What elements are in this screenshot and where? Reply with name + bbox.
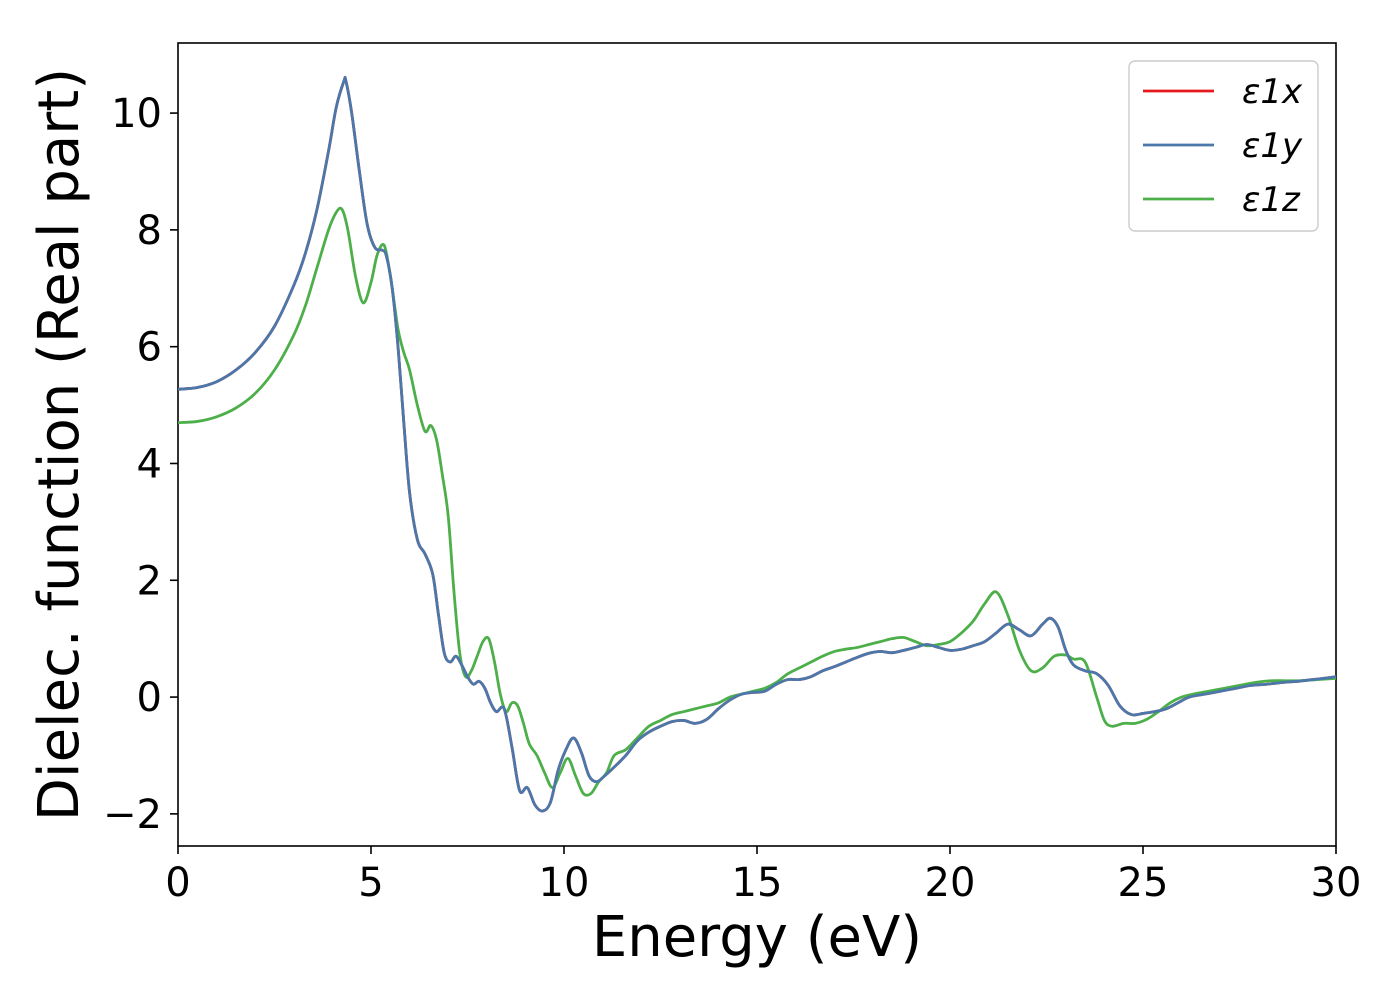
- y-tick-label: 0: [137, 675, 162, 721]
- x-axis-ticks: 0 5 10 15 20 25 30: [165, 846, 1361, 906]
- y-tick-label: 4: [137, 441, 162, 487]
- y-tick-label: 6: [137, 325, 162, 371]
- y-axis-ticks: −2 0 2 4 6 8 10: [103, 91, 178, 838]
- series-line-eps1y: [178, 75, 1336, 813]
- y-tick-label: −2: [103, 792, 162, 838]
- legend-label: ε1z: [1242, 180, 1301, 220]
- y-tick-label: 8: [137, 208, 162, 254]
- x-tick-label: 20: [925, 860, 976, 906]
- x-tick-label: 30: [1311, 860, 1362, 906]
- y-tick-label: 10: [111, 91, 162, 137]
- series-line-eps1z: [178, 206, 1336, 797]
- x-tick-label: 5: [358, 860, 383, 906]
- x-tick-label: 10: [539, 860, 590, 906]
- y-tick-label: 2: [137, 558, 162, 604]
- legend-label: ε1x: [1242, 72, 1303, 112]
- legend-label: ε1y: [1242, 126, 1303, 166]
- y-axis-title: Dielec. function (Real part): [27, 68, 92, 821]
- x-tick-label: 0: [165, 860, 190, 906]
- x-tick-label: 15: [732, 860, 783, 906]
- legend: ε1x ε1y ε1z: [1128, 60, 1319, 232]
- x-axis-title: Energy (eV): [592, 905, 922, 970]
- x-tick-label: 25: [1118, 860, 1169, 906]
- series-layer: [178, 75, 1336, 813]
- legend-box: [1128, 60, 1319, 232]
